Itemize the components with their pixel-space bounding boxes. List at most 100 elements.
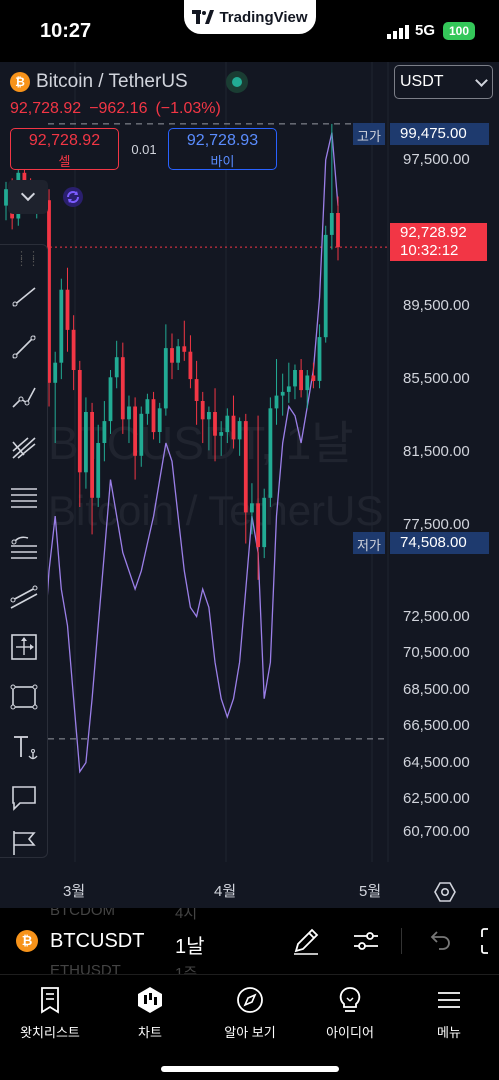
collapse-chevron-icon[interactable]: [8, 180, 48, 214]
symbol-button[interactable]: BTCUSDT: [50, 930, 145, 952]
chart-area[interactable]: BTCUSDT, 1날 Bitcoin / TetherUS ₿ Bitcoin…: [0, 62, 499, 908]
chart-settings-icon[interactable]: [433, 880, 457, 904]
candle-body: [102, 421, 107, 443]
undo-icon[interactable]: [423, 925, 455, 957]
tab-ideas[interactable]: 아이디어: [300, 985, 400, 1041]
candle-body: [225, 415, 230, 433]
low-value: 74,508.00: [390, 532, 489, 554]
callout-tool-icon[interactable]: [6, 779, 42, 815]
measure-tool-icon[interactable]: [6, 629, 42, 665]
price-axis-label: 89,500.00: [403, 297, 470, 315]
time-axis-label: 3월: [63, 883, 86, 900]
candle-body: [108, 377, 113, 422]
price-axis-label: 66,500.00: [403, 717, 470, 735]
network-type: 5G: [415, 22, 436, 39]
market-open-icon[interactable]: [226, 71, 248, 93]
buy-button[interactable]: 92,728.93 바이: [168, 128, 277, 170]
toolbar-grip-icon[interactable]: ⋮⋮ ⋮⋮: [16, 250, 40, 268]
candle-body: [207, 412, 211, 420]
last-price: 92,728.92: [10, 100, 82, 117]
drawing-toolbar: ⋮⋮ ⋮⋮: [0, 244, 48, 858]
ghost-interval: 1주: [175, 965, 198, 974]
tab-label: 알아 보기: [224, 1025, 276, 1040]
parallel-channel-tool-icon[interactable]: [6, 579, 42, 615]
trend-line-tool-icon[interactable]: [6, 279, 42, 315]
candle-body: [59, 289, 64, 363]
candle-body: [286, 386, 291, 392]
buy-label: 바이: [210, 154, 235, 169]
overlay-series-line: [5, 132, 339, 818]
candle-body: [65, 289, 70, 330]
pitchfork-tool-icon[interactable]: [6, 429, 42, 465]
fibonacci-tool-icon[interactable]: [6, 479, 42, 515]
spread-value: 0.01: [131, 142, 157, 157]
time-axis-label: 5월: [359, 883, 382, 900]
candle-body: [213, 412, 217, 436]
tab-menu[interactable]: 메뉴: [399, 985, 499, 1041]
high-value: 99,475.00: [390, 123, 489, 145]
price-axis-label: 85,500.00: [403, 370, 470, 388]
toolbar-divider: [401, 928, 402, 954]
candle-body: [77, 370, 82, 473]
refresh-icon[interactable]: [62, 186, 84, 208]
home-indicator: [161, 1066, 339, 1072]
candle-body: [311, 375, 316, 381]
ghost-symbol: ETHUSDT: [50, 962, 121, 974]
ray-tool-icon[interactable]: [6, 329, 42, 365]
fib-extension-tool-icon[interactable]: [6, 529, 42, 565]
candle-body: [250, 503, 254, 513]
candle-body: [323, 234, 328, 338]
candle-body: [4, 189, 8, 206]
candle-body: [219, 432, 224, 436]
bottom-tab-bar: 왓치리스트 차트 알아 보기 아이디어 메뉴: [0, 974, 499, 1080]
symbol-name[interactable]: Bitcoin / TetherUS: [36, 71, 188, 92]
symbol-toolbar: BTCDOM 4시 ETHUSDT 1주 ₿ BTCUSDT 1날: [0, 908, 499, 974]
candle-body: [47, 200, 51, 383]
lightbulb-icon: [339, 987, 361, 1012]
interval-button[interactable]: 1날: [175, 936, 205, 958]
watchlist-icon: [41, 987, 59, 1014]
price-change-percent: (−1.03%): [155, 100, 221, 117]
tradingview-pill[interactable]: TradingView: [184, 0, 316, 34]
candle-body: [268, 408, 273, 498]
tab-explore[interactable]: 알아 보기: [200, 985, 300, 1041]
candle-body: [231, 415, 236, 440]
candle-body: [120, 357, 125, 420]
current-price-value: 92,728.92: [400, 224, 467, 241]
status-bar: 10:27 TradingView 5G 100: [0, 0, 499, 62]
candle-body: [90, 412, 94, 498]
tab-chart[interactable]: 차트: [100, 985, 200, 1041]
price-axis-label: 70,500.00: [403, 644, 470, 662]
bitcoin-icon: ₿: [16, 930, 38, 952]
sell-button[interactable]: 92,728.92 셀: [10, 128, 119, 170]
compass-icon: [237, 987, 263, 1013]
candle-body: [176, 346, 180, 363]
ghost-symbol: BTCDOM: [50, 908, 115, 919]
candle-body: [145, 399, 150, 414]
candle-body: [200, 401, 205, 420]
rectangle-tool-icon[interactable]: [6, 679, 42, 715]
candle-body: [329, 213, 334, 235]
low-label: 저가: [353, 532, 385, 554]
price-axis-label: 68,500.00: [403, 680, 470, 698]
flag-tool-icon[interactable]: [6, 825, 42, 861]
candle-body: [151, 399, 156, 433]
bitcoin-icon: ₿: [10, 72, 30, 92]
candle-body: [71, 329, 76, 370]
tab-watchlist[interactable]: 왓치리스트: [0, 985, 100, 1041]
tradingview-logo-icon: [192, 10, 215, 24]
candle-body: [188, 351, 193, 380]
symbol-header[interactable]: ₿ Bitcoin / TetherUS: [10, 70, 188, 94]
price-axis-label: 81,500.00: [403, 443, 470, 461]
pen-drawing-icon[interactable]: [290, 925, 322, 957]
candle-body: [317, 337, 322, 381]
fullscreen-icon[interactable]: [478, 925, 499, 957]
candle-body: [243, 421, 248, 513]
candle-body: [96, 443, 101, 498]
candle-body: [305, 375, 310, 391]
currency-select[interactable]: USDT: [394, 65, 493, 99]
multi-point-line-tool-icon[interactable]: [6, 379, 42, 415]
indicators-icon[interactable]: [350, 925, 382, 957]
price-change-row: 92,728.92 −962.16 (−1.03%): [10, 100, 229, 118]
text-tool-icon[interactable]: [6, 729, 42, 765]
